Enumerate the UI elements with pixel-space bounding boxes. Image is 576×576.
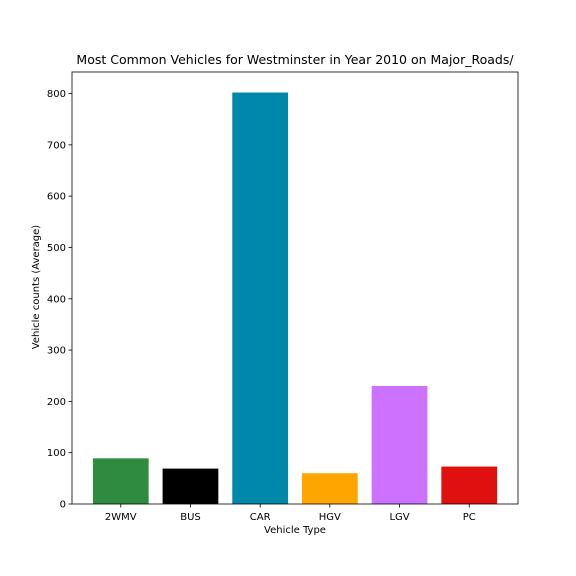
bar-lgv <box>371 386 428 504</box>
y-tick-label: 800 <box>47 89 66 100</box>
bar-2wmv <box>92 458 149 504</box>
y-tick-label: 400 <box>47 294 66 305</box>
x-tick-label: HGV <box>319 512 341 523</box>
y-tick-label: 0 <box>60 500 66 511</box>
x-axis-label: Vehicle Type <box>264 525 326 536</box>
x-tick-label: PC <box>463 512 476 523</box>
bar-bus <box>162 468 219 504</box>
x-tick-label: BUS <box>180 512 201 523</box>
y-tick-label: 200 <box>47 397 66 408</box>
x-tick-label: 2WMV <box>105 512 137 523</box>
y-axis-label: Vehicle counts (Average) <box>31 225 42 350</box>
x-tick-label: CAR <box>250 512 271 523</box>
y-tick-label: 500 <box>47 243 66 254</box>
plot-frame <box>71 71 519 505</box>
bar-car <box>232 92 289 505</box>
y-tick-label: 100 <box>47 448 66 459</box>
y-tick-label: 700 <box>47 140 66 151</box>
bar-hgv <box>301 473 358 504</box>
plot-area: 2WMV BUS CAR HGV LGV PC 0 100 200 300 400 500 600 700… <box>47 71 519 523</box>
chart-title: Most Common Vehicles for Westminster in … <box>76 52 514 67</box>
bar-pc <box>441 466 498 504</box>
y-tick-label: 600 <box>47 192 66 203</box>
y-tick-label: 300 <box>47 346 66 357</box>
x-tick-label: LGV <box>389 512 409 523</box>
